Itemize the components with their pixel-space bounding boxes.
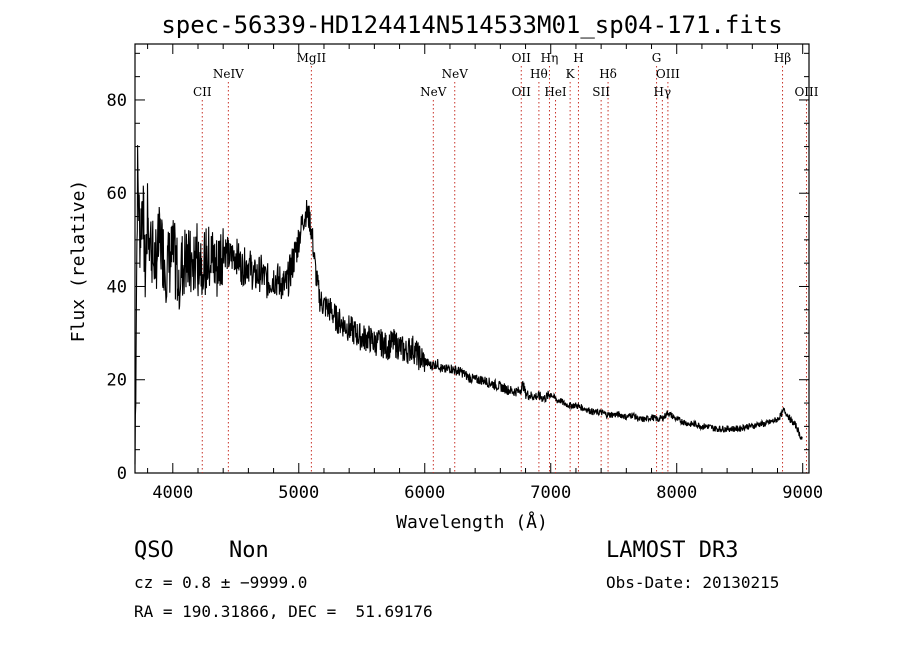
y-axis-label: Flux (relative) bbox=[68, 180, 89, 343]
x-tick-label: 5000 bbox=[278, 483, 319, 503]
line-label: G bbox=[652, 51, 662, 65]
x-tick-label: 4000 bbox=[152, 483, 193, 503]
chart-title: spec-56339-HD124414N514533M01_sp04-171.f… bbox=[161, 11, 782, 39]
y-tick-label: 40 bbox=[107, 277, 127, 297]
line-label: MgII bbox=[297, 51, 327, 65]
survey-name: LAMOST DR3 bbox=[606, 538, 739, 563]
observation-date: Obs-Date: 20130215 bbox=[606, 573, 780, 592]
spectrum-series-line bbox=[134, 145, 803, 465]
line-label: SII bbox=[592, 85, 610, 99]
y-tick-label: 20 bbox=[107, 371, 127, 391]
object-subclass: Non bbox=[229, 538, 269, 563]
line-label: NeV bbox=[420, 85, 447, 99]
redshift-cz: cz = 0.8 ± −9999.0 bbox=[134, 573, 308, 592]
line-label: OII bbox=[512, 85, 532, 99]
line-label: K bbox=[566, 67, 576, 81]
x-tick-label: 6000 bbox=[404, 483, 445, 503]
spectral-line-markers bbox=[201, 66, 807, 473]
line-label: HeI bbox=[544, 85, 567, 99]
line-label: NeIV bbox=[213, 67, 244, 81]
coordinates: RA = 190.31866, DEC = 51.69176 bbox=[134, 602, 433, 621]
x-tick-label: 7000 bbox=[530, 483, 571, 503]
y-axis-ticks: 0 20 40 60 80 bbox=[107, 52, 809, 484]
plot-frame bbox=[134, 43, 810, 474]
x-tick-label: 9000 bbox=[782, 483, 823, 503]
x-axis-ticks: 4000 5000 6000 7000 8000 9000 bbox=[147, 44, 823, 503]
line-label: Hη bbox=[541, 51, 559, 65]
x-tick-label: 8000 bbox=[656, 483, 697, 503]
line-label: Hδ bbox=[599, 67, 617, 81]
y-tick-label: 80 bbox=[107, 91, 127, 111]
line-label: OIII bbox=[794, 85, 818, 99]
y-tick-label: 60 bbox=[107, 184, 127, 204]
line-label: OII bbox=[512, 51, 532, 65]
line-label: CII bbox=[193, 85, 212, 99]
line-label: NeV bbox=[442, 67, 469, 81]
line-label: Hβ bbox=[774, 51, 791, 65]
line-label: H bbox=[573, 51, 583, 65]
line-label: Hγ bbox=[654, 85, 672, 99]
line-label: Hθ bbox=[530, 67, 548, 81]
x-axis-label: Wavelength (Å) bbox=[396, 511, 548, 533]
y-tick-label: 0 bbox=[117, 464, 127, 484]
object-class: QSO bbox=[134, 538, 174, 563]
line-label: OIII bbox=[656, 67, 680, 81]
